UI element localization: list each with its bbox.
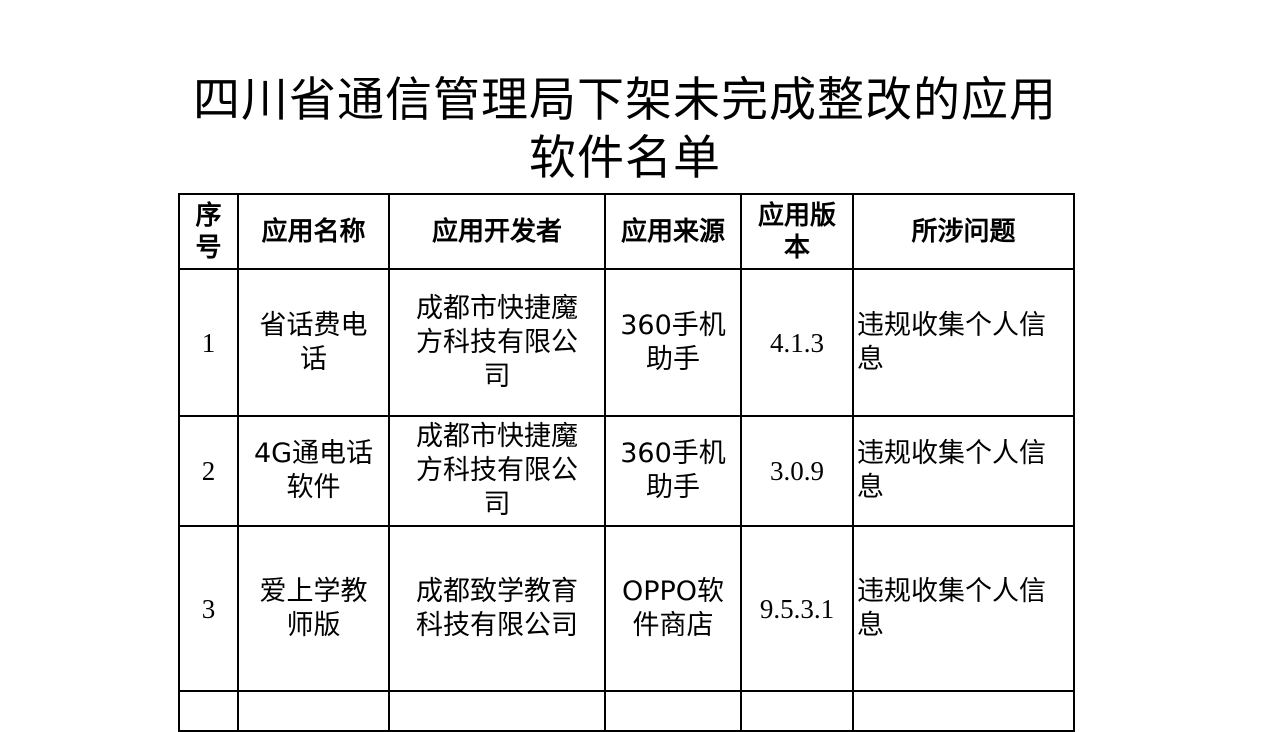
header-source: 应用来源 bbox=[604, 193, 742, 270]
row-no: 2 bbox=[178, 415, 239, 527]
empty-cell bbox=[237, 690, 390, 732]
row-app-name: 爱上学教师版 bbox=[237, 525, 390, 692]
table-row-partial bbox=[178, 690, 1075, 732]
app-list-table: 序号 应用名称 应用开发者 应用来源 应用版本 所涉问题 1 省话费电话 成都市… bbox=[178, 193, 1075, 732]
row-version: 4.1.3 bbox=[740, 268, 854, 417]
row-source: OPPO软件商店 bbox=[604, 525, 742, 692]
empty-cell bbox=[604, 690, 742, 732]
empty-cell bbox=[740, 690, 854, 732]
row-no: 1 bbox=[178, 268, 239, 417]
header-developer: 应用开发者 bbox=[388, 193, 606, 270]
row-no: 3 bbox=[178, 525, 239, 692]
header-version: 应用版本 bbox=[740, 193, 854, 270]
row-source: 360手机助手 bbox=[604, 268, 742, 417]
row-app-name: 省话费电话 bbox=[237, 268, 390, 417]
header-app-name: 应用名称 bbox=[237, 193, 390, 270]
row-source: 360手机助手 bbox=[604, 415, 742, 527]
table-row: 2 4G通电话软件 成都市快捷魔方科技有限公司 360手机助手 3.0.9 违规… bbox=[178, 415, 1075, 527]
table-row: 3 爱上学教师版 成都致学教育科技有限公司 OPPO软件商店 9.5.3.1 违… bbox=[178, 525, 1075, 692]
row-issue: 违规收集个人信息 bbox=[852, 415, 1075, 527]
row-developer: 成都致学教育科技有限公司 bbox=[388, 525, 606, 692]
row-app-name: 4G通电话软件 bbox=[237, 415, 390, 527]
row-developer: 成都市快捷魔方科技有限公司 bbox=[388, 268, 606, 417]
row-developer: 成都市快捷魔方科技有限公司 bbox=[388, 415, 606, 527]
row-version: 3.0.9 bbox=[740, 415, 854, 527]
header-no: 序号 bbox=[178, 193, 239, 270]
header-issue: 所涉问题 bbox=[852, 193, 1075, 270]
empty-cell bbox=[178, 690, 239, 732]
empty-cell bbox=[852, 690, 1075, 732]
table-row: 1 省话费电话 成都市快捷魔方科技有限公司 360手机助手 4.1.3 违规收集… bbox=[178, 268, 1075, 417]
document-title: 四川省通信管理局下架未完成整改的应用软件名单 bbox=[193, 73, 1057, 186]
empty-cell bbox=[388, 690, 606, 732]
row-issue: 违规收集个人信息 bbox=[852, 268, 1075, 417]
table-header-row: 序号 应用名称 应用开发者 应用来源 应用版本 所涉问题 bbox=[178, 193, 1075, 270]
row-issue: 违规收集个人信息 bbox=[852, 525, 1075, 692]
row-version: 9.5.3.1 bbox=[740, 525, 854, 692]
